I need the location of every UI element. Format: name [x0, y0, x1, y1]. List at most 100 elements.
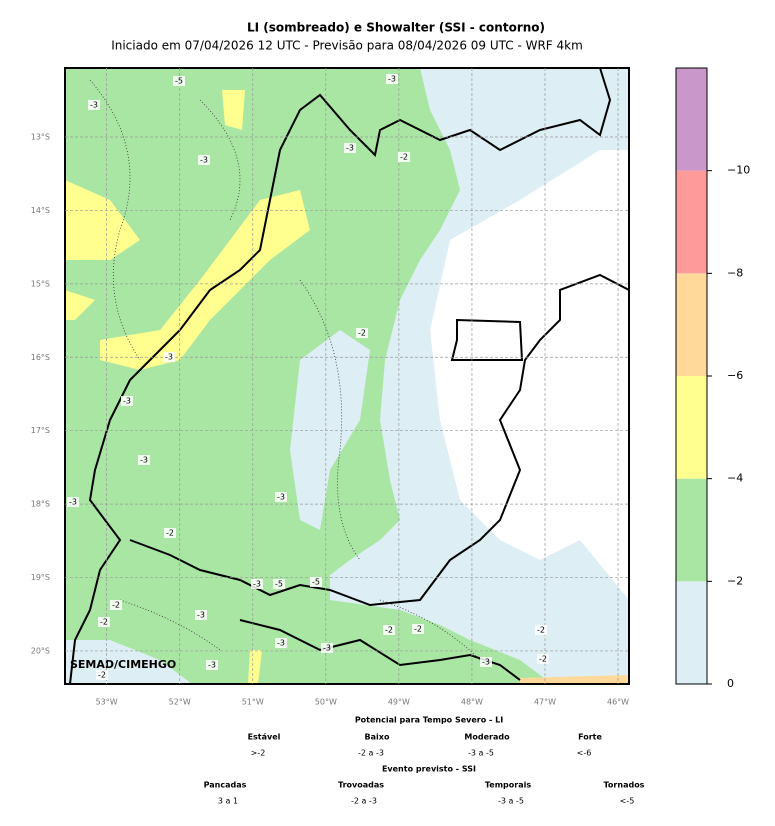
- legend-name: Temporais: [485, 781, 531, 790]
- legend-title: Potencial para Tempo Severo - LI: [355, 716, 503, 725]
- contour-label-bg: [198, 155, 210, 165]
- x-tick-label: 46°W: [607, 698, 629, 707]
- contour-label: -5: [312, 578, 320, 587]
- y-tick-label: 20°S: [31, 646, 50, 655]
- x-tick-label: 51°W: [242, 698, 264, 707]
- colorbar-band: [676, 170, 707, 274]
- subtitle: Iniciado em 07/04/2026 12 UTC - Previsão…: [111, 39, 583, 53]
- map-field: [65, 68, 629, 684]
- contour-label-bg: [195, 610, 207, 620]
- contour-label-bg: [110, 600, 122, 610]
- y-tick-label: 16°S: [31, 353, 50, 362]
- contour-label-bg: [88, 100, 100, 110]
- colorbar-tick-label: −8: [727, 266, 743, 279]
- legend-name: Moderado: [464, 733, 510, 742]
- legend-range: >-2: [251, 749, 266, 758]
- colorbar-band: [676, 68, 707, 171]
- x-tick-label: 48°W: [461, 698, 483, 707]
- contour-label: -2: [166, 529, 174, 538]
- contour-label-bg: [121, 396, 133, 406]
- contour-label: -3: [253, 580, 261, 589]
- legend-range: -2 a -3: [358, 749, 384, 758]
- x-tick-label: 47°W: [534, 698, 556, 707]
- contour-label-bg: [273, 579, 285, 589]
- contour-label-bg: [163, 352, 175, 362]
- contour-label-bg: [535, 625, 547, 635]
- contour-label: -2: [358, 329, 366, 338]
- y-tick-label: 14°S: [31, 206, 50, 215]
- contour-label-bg: [386, 74, 398, 84]
- contour-label-bg: [138, 455, 150, 465]
- contour-label: -3: [200, 156, 208, 165]
- legend-name: Estável: [248, 733, 281, 742]
- contour-label: -2: [100, 618, 108, 627]
- y-tick-label: 15°S: [31, 279, 50, 288]
- colorbar-tick-label: −4: [727, 472, 743, 485]
- contour-label: -2: [414, 625, 422, 634]
- legend-name: Trovoadas: [338, 781, 384, 790]
- legend-range: 3 a 1: [218, 797, 238, 806]
- legend-name: Baixo: [365, 733, 390, 742]
- contour-label: -2: [537, 626, 545, 635]
- contour-label-bg: [356, 328, 368, 338]
- legend-name: Tornados: [604, 781, 645, 790]
- legend-name: Pancadas: [204, 781, 247, 790]
- colorbar-band: [676, 581, 707, 684]
- contour-label: -3: [277, 493, 285, 502]
- contour-label: -5: [175, 77, 183, 86]
- legend-range: -2 a -3: [351, 797, 377, 806]
- contour-label-bg: [537, 654, 549, 664]
- contour-label: -2: [98, 671, 106, 680]
- credit: SEMAD/CIMEHGO: [70, 658, 176, 671]
- contour-label-bg: [98, 617, 110, 627]
- colorbar-tick-label: −2: [727, 574, 743, 587]
- y-tick-label: 13°S: [31, 133, 50, 142]
- contour-label: -3: [208, 661, 216, 670]
- contour-label: -2: [400, 153, 408, 162]
- legend-range: <-6: [577, 749, 592, 758]
- contour-label-bg: [398, 152, 410, 162]
- colorbar-tick-label: −6: [727, 369, 743, 382]
- legend-range: -3 a -5: [498, 797, 524, 806]
- contour-label: -2: [112, 601, 120, 610]
- contour-label-bg: [480, 657, 492, 667]
- legend-range: <-5: [620, 797, 635, 806]
- contour-label-bg: [251, 579, 263, 589]
- colorbar-band: [676, 376, 707, 479]
- contour-label: -3: [140, 456, 148, 465]
- legend-name: Forte: [578, 733, 602, 742]
- contour-label-bg: [321, 643, 333, 653]
- y-tick-label: 19°S: [31, 573, 50, 582]
- x-tick-label: 53°W: [96, 698, 118, 707]
- legend-range: -3 a -5: [468, 749, 494, 758]
- contour-label: -5: [275, 580, 283, 589]
- legend-title: Evento previsto - SSI: [382, 765, 476, 774]
- contour-label-bg: [344, 143, 356, 153]
- colorbar-band: [676, 273, 707, 376]
- y-tick-label: 18°S: [31, 500, 50, 509]
- contour-label-bg: [164, 528, 176, 538]
- map-frame: [64, 67, 630, 685]
- contour-label: -3: [482, 658, 490, 667]
- contour-label: -3: [388, 75, 396, 84]
- x-tick-label: 49°W: [388, 698, 410, 707]
- contour-label-bg: [275, 638, 287, 648]
- colorbar-band: [676, 478, 707, 582]
- contour-label-bg: [206, 660, 218, 670]
- contour-label: -3: [90, 101, 98, 110]
- contour-label-bg: [173, 76, 185, 86]
- contour-label: -3: [323, 644, 331, 653]
- colorbar-tick-label: −10: [727, 164, 750, 177]
- contour-label-bg: [96, 670, 108, 680]
- contour-label: -3: [277, 639, 285, 648]
- contour-label: -3: [197, 611, 205, 620]
- title: LI (sombreado) e Showalter (SSI - contor…: [247, 21, 545, 35]
- contour-label: -3: [165, 353, 173, 362]
- colorbar-tick-label: 0: [727, 677, 734, 690]
- y-tick-label: 17°S: [31, 426, 50, 435]
- contour-label: -2: [539, 655, 547, 664]
- contour-label: -3: [123, 397, 131, 406]
- contour-label-bg: [310, 577, 322, 587]
- contour-label-bg: [275, 492, 287, 502]
